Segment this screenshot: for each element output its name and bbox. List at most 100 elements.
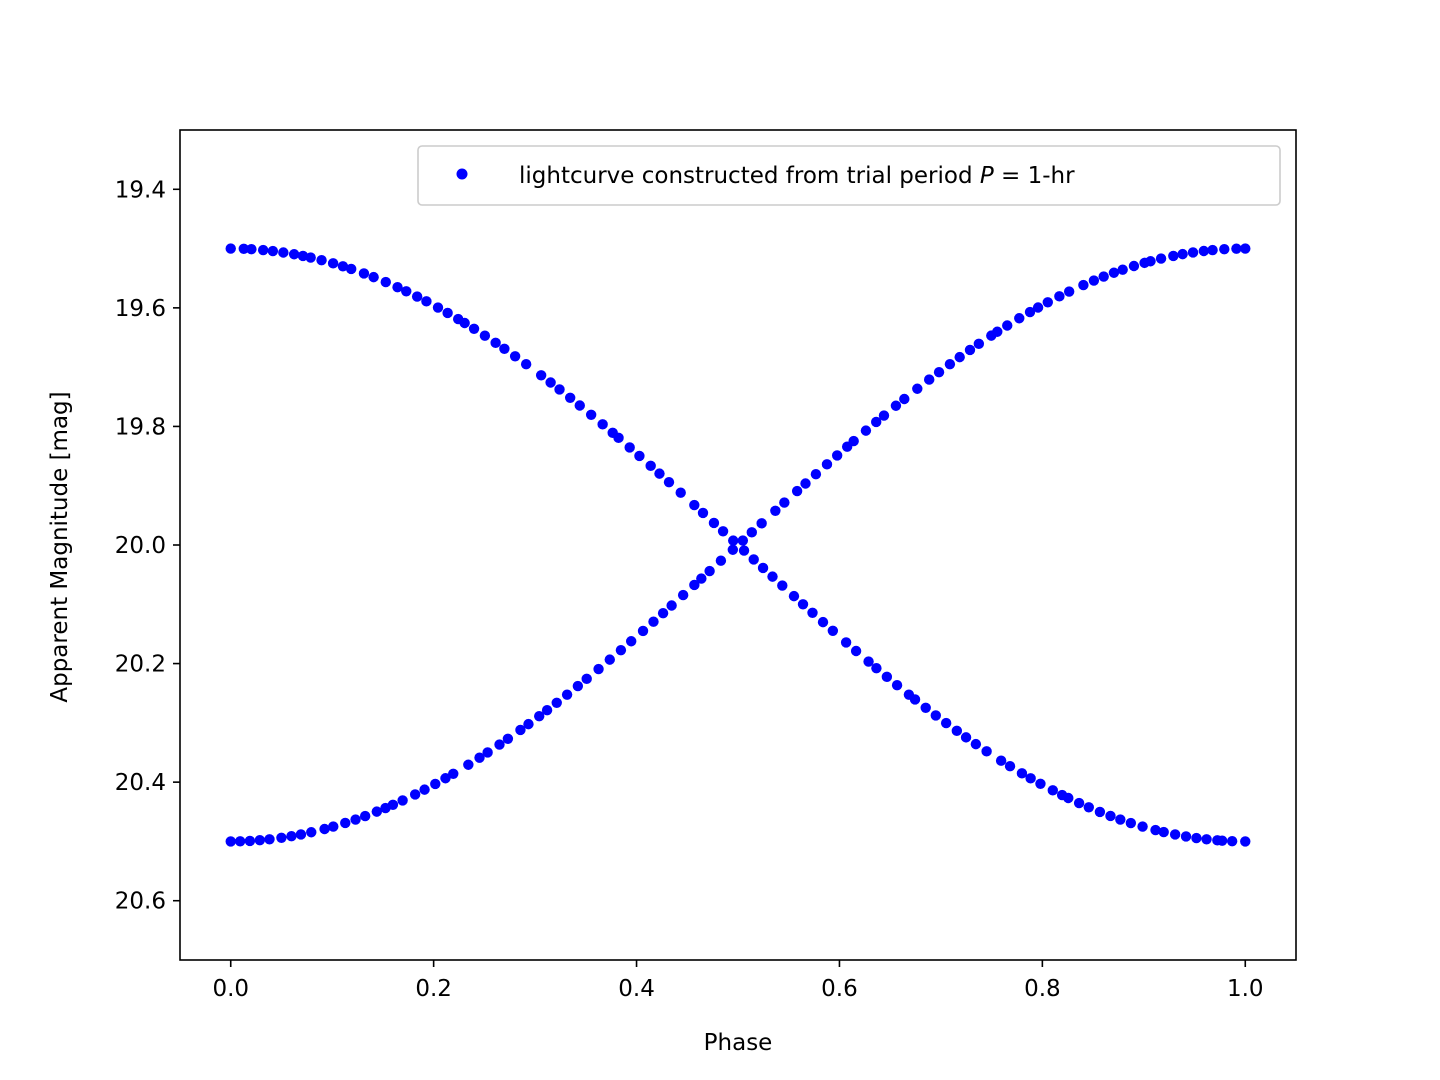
data-point: [392, 282, 403, 293]
data-point: [1002, 320, 1013, 331]
data-point: [860, 425, 872, 436]
data-point: [238, 243, 249, 255]
data-point: [1177, 248, 1188, 260]
data-point: [585, 409, 597, 421]
data-point: [1155, 253, 1167, 264]
data-point: [316, 255, 327, 266]
data-point: [797, 599, 809, 610]
data-point: [380, 276, 391, 288]
data-point: [350, 814, 361, 825]
data-point: [1108, 267, 1120, 278]
data-point: [944, 358, 956, 370]
data-point: [490, 337, 501, 349]
data-point: [432, 302, 444, 313]
data-point: [689, 579, 700, 591]
data-point: [1088, 275, 1100, 286]
x-tick-label: 0.2: [415, 976, 452, 1002]
data-point: [848, 435, 859, 447]
data-point: [1073, 797, 1085, 809]
data-point: [515, 724, 526, 736]
data-point: [770, 505, 781, 516]
data-point: [387, 799, 399, 811]
data-point: [624, 442, 635, 453]
data-point: [909, 694, 921, 705]
data-point: [791, 485, 803, 497]
data-point: [534, 710, 545, 722]
data-point: [1216, 835, 1228, 846]
data-point: [1024, 306, 1036, 318]
data-point: [1137, 821, 1148, 832]
data-point: [225, 243, 236, 254]
data-point: [409, 789, 421, 800]
data-point: [1226, 835, 1238, 847]
data-point: [1042, 297, 1053, 308]
data-point: [244, 835, 256, 847]
data-point: [1169, 829, 1181, 840]
data-point: [1168, 250, 1179, 262]
data-point: [1016, 768, 1028, 779]
data-point: [463, 759, 474, 770]
data-point: [827, 625, 839, 637]
data-point: [234, 836, 246, 847]
data-point: [756, 518, 767, 529]
data-point: [890, 400, 902, 411]
data-point: [1025, 773, 1036, 784]
data-point: [689, 499, 700, 511]
data-point: [1191, 832, 1202, 844]
data-point: [800, 478, 811, 489]
data-point: [358, 268, 370, 279]
data-point: [419, 784, 430, 795]
data-point: [728, 535, 739, 546]
data-point: [748, 554, 759, 565]
data-point: [1094, 806, 1106, 818]
data-point: [288, 249, 300, 260]
data-point: [276, 832, 287, 843]
data-point: [401, 286, 412, 297]
y-tick-label: 20.4: [115, 770, 166, 796]
data-point: [891, 679, 903, 691]
data-point: [1128, 260, 1140, 272]
data-point: [807, 607, 818, 618]
data-point: [831, 450, 843, 461]
data-point: [992, 326, 1003, 337]
data-point: [278, 247, 289, 258]
data-point: [696, 573, 707, 584]
data-point: [1158, 826, 1169, 838]
data-point: [1198, 245, 1210, 257]
data-point: [1201, 834, 1212, 845]
data-point: [973, 338, 985, 350]
data-point: [551, 697, 562, 708]
data-point: [871, 662, 882, 674]
x-tick-label: 0.0: [212, 976, 249, 1002]
data-point: [871, 416, 882, 428]
y-tick-label: 20.2: [115, 652, 166, 678]
data-point: [604, 654, 615, 665]
data-point: [593, 663, 604, 675]
data-point: [981, 746, 992, 757]
data-point: [327, 258, 339, 269]
data-point: [717, 526, 729, 537]
data-point: [574, 400, 585, 411]
data-point: [459, 317, 470, 329]
data-point: [554, 384, 565, 395]
data-point: [482, 747, 493, 758]
data-point: [305, 252, 316, 263]
data-point: [246, 243, 257, 255]
data-point: [920, 702, 931, 713]
data-point: [677, 589, 689, 601]
data-point: [1117, 264, 1128, 275]
data-point: [899, 393, 910, 405]
data-point: [912, 383, 923, 394]
y-tick-label: 20.6: [115, 889, 166, 915]
data-point: [779, 497, 790, 508]
data-point: [225, 836, 236, 847]
data-point: [421, 296, 432, 307]
data-point: [346, 263, 357, 275]
data-point: [561, 689, 573, 700]
data-point: [738, 545, 750, 556]
data-point: [581, 673, 592, 685]
data-point: [1105, 810, 1116, 822]
data-point: [840, 637, 852, 648]
legend-marker: [456, 168, 468, 180]
